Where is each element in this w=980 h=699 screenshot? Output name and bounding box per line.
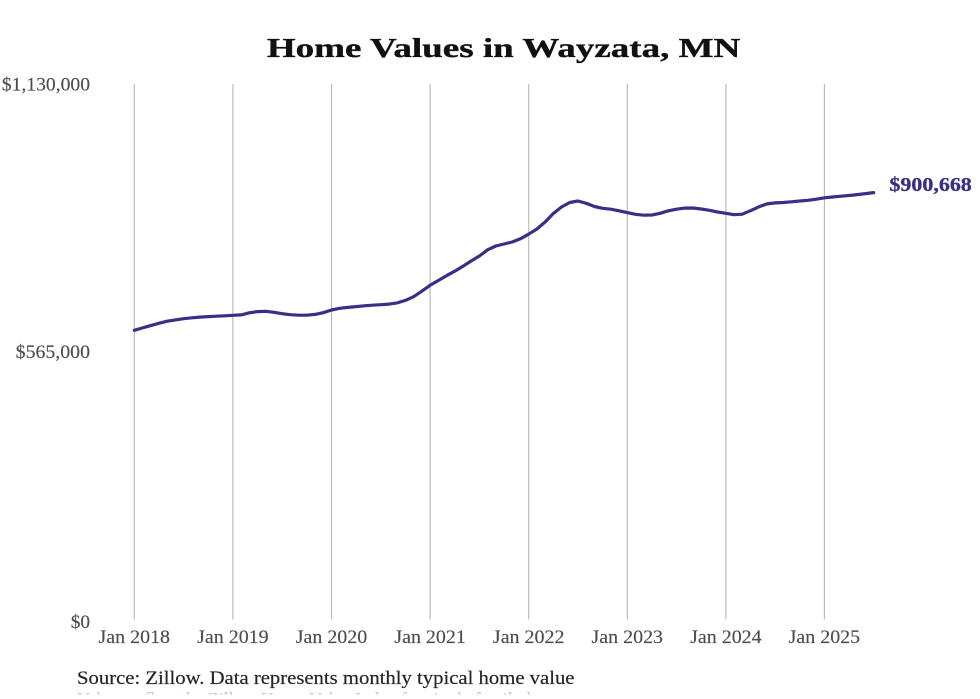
- svg-text:Jan 2022: Jan 2022: [493, 627, 565, 648]
- svg-text:Jan 2019: Jan 2019: [197, 627, 269, 648]
- svg-text:Jan 2023: Jan 2023: [592, 627, 664, 648]
- svg-text:Jan 2024: Jan 2024: [690, 627, 762, 648]
- svg-text:Jan 2020: Jan 2020: [296, 627, 368, 648]
- svg-text:$0: $0: [71, 612, 90, 633]
- svg-text:Home Values in Wayzata, MN: Home Values in Wayzata, MN: [267, 32, 741, 63]
- svg-text:Jan 2021: Jan 2021: [394, 627, 466, 648]
- svg-text:Jan 2018: Jan 2018: [99, 627, 171, 648]
- svg-text:Source: Zillow. Data represent: Source: Zillow. Data represents monthly …: [77, 668, 575, 689]
- svg-text:$1,130,000: $1,130,000: [2, 74, 90, 95]
- svg-text:Jan 2025: Jan 2025: [789, 627, 861, 648]
- svg-text:$900,668: $900,668: [889, 175, 972, 196]
- svg-text:$565,000: $565,000: [16, 342, 90, 363]
